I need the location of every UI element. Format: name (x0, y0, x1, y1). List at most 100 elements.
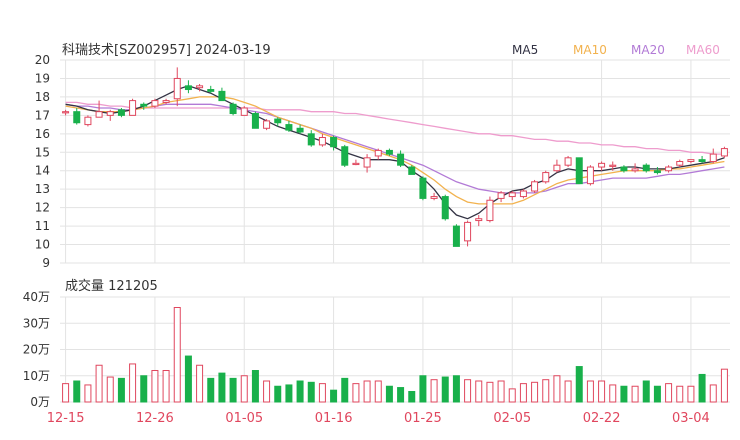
volume-bar (575, 366, 583, 403)
candle-body (508, 192, 516, 198)
volume-bar (631, 385, 639, 403)
volume-bar (62, 383, 70, 403)
price-tick-label: 16 (35, 127, 50, 141)
candle-body (307, 133, 315, 146)
candle-body (542, 172, 550, 183)
volume-bar (620, 385, 628, 403)
candle-body (341, 146, 349, 166)
candle-body (676, 161, 684, 166)
candle-body (441, 196, 449, 220)
candle-body (452, 225, 460, 247)
candle-body (385, 149, 393, 155)
candle-body (430, 196, 438, 199)
volume-bar (207, 377, 215, 403)
candle-body (285, 124, 293, 131)
price-tick-label: 20 (35, 53, 50, 67)
candle-body (129, 100, 137, 116)
candle-body (497, 192, 505, 199)
candle-body (95, 111, 103, 118)
date-tick-label: 01-05 (225, 411, 263, 426)
candle-body (553, 164, 561, 172)
volume-title: 成交量 121205 (65, 278, 158, 294)
volume-bar (117, 377, 125, 403)
volume-bar (397, 387, 405, 403)
candle-body (263, 120, 271, 129)
price-tick-label: 9 (42, 256, 50, 270)
candle-body (196, 85, 204, 89)
candle-body (352, 162, 360, 166)
volume-tick-label: 0万 (30, 395, 50, 409)
legend-ma60: MA60 (686, 43, 720, 57)
volume-bar (441, 376, 449, 403)
volume-bar (73, 380, 81, 403)
candle-body (117, 109, 125, 116)
volume-tick-label: 20万 (23, 343, 50, 357)
candle-body (665, 166, 673, 172)
legend-ma10: MA10 (573, 43, 607, 57)
candle-body (318, 137, 326, 146)
legend-ma5: MA5 (512, 43, 538, 57)
candle-body (564, 157, 572, 166)
candle-body (620, 166, 628, 172)
date-tick-label: 01-16 (315, 411, 353, 426)
volume-bar (709, 384, 717, 403)
candle-body (162, 100, 170, 103)
gridlines (60, 59, 730, 403)
volume-bar (519, 383, 527, 403)
price-tick-label: 14 (35, 164, 50, 178)
date-tick-label: 01-25 (404, 411, 442, 426)
candle-body (531, 181, 539, 192)
candle-body (251, 113, 259, 129)
volume-bar (330, 389, 338, 403)
volume-bar (385, 385, 393, 403)
volume-bar (352, 383, 360, 403)
volume-bar (475, 380, 483, 403)
volume-bar (162, 370, 170, 403)
volume-bar (486, 381, 494, 403)
volume-bar (363, 380, 371, 403)
volume-bar (598, 380, 606, 403)
candle-body (374, 149, 382, 157)
candle-body (698, 159, 706, 162)
volume-bar (374, 380, 382, 403)
candle-body (609, 164, 617, 167)
volume-bar (140, 375, 148, 403)
volume-bar (419, 375, 427, 403)
volume-bar (653, 385, 661, 403)
price-tick-label: 17 (35, 108, 50, 122)
volume-bar (452, 375, 460, 403)
volume-bar (106, 376, 114, 403)
volume-bar (553, 375, 561, 403)
chart-title: 科瑞技术[SZ002957] 2024-03-19 (62, 43, 271, 58)
volume-tick-label: 10万 (23, 369, 50, 383)
price-tick-label: 18 (35, 90, 50, 104)
volume-tick-label: 30万 (23, 316, 50, 330)
candle-body (486, 199, 494, 222)
candle-body (62, 111, 70, 114)
candle-body (207, 89, 215, 92)
volume-bar (464, 379, 472, 403)
volume-bar (318, 383, 326, 403)
volume-bar (173, 307, 181, 403)
volume-bar (196, 364, 204, 403)
volume-bar (720, 368, 728, 403)
candle-body (218, 90, 226, 102)
candle-body (598, 162, 606, 168)
candle-body (653, 170, 661, 174)
candle-body (363, 157, 371, 168)
candle-body (184, 85, 192, 91)
candle-body (229, 103, 237, 115)
volume-bar (542, 379, 550, 403)
candle-body (84, 116, 92, 126)
candle-body (631, 168, 639, 172)
volume-bar (642, 380, 650, 403)
volume-bar (586, 380, 594, 403)
date-tick-label: 12-26 (136, 411, 174, 426)
volume-bar (609, 384, 617, 403)
ma20-line (65, 103, 725, 194)
candle-body (73, 111, 81, 124)
volume-bar (240, 375, 248, 403)
date-tick-label: 03-04 (672, 411, 710, 426)
candle-body (151, 100, 159, 107)
volume-bar (285, 384, 293, 403)
